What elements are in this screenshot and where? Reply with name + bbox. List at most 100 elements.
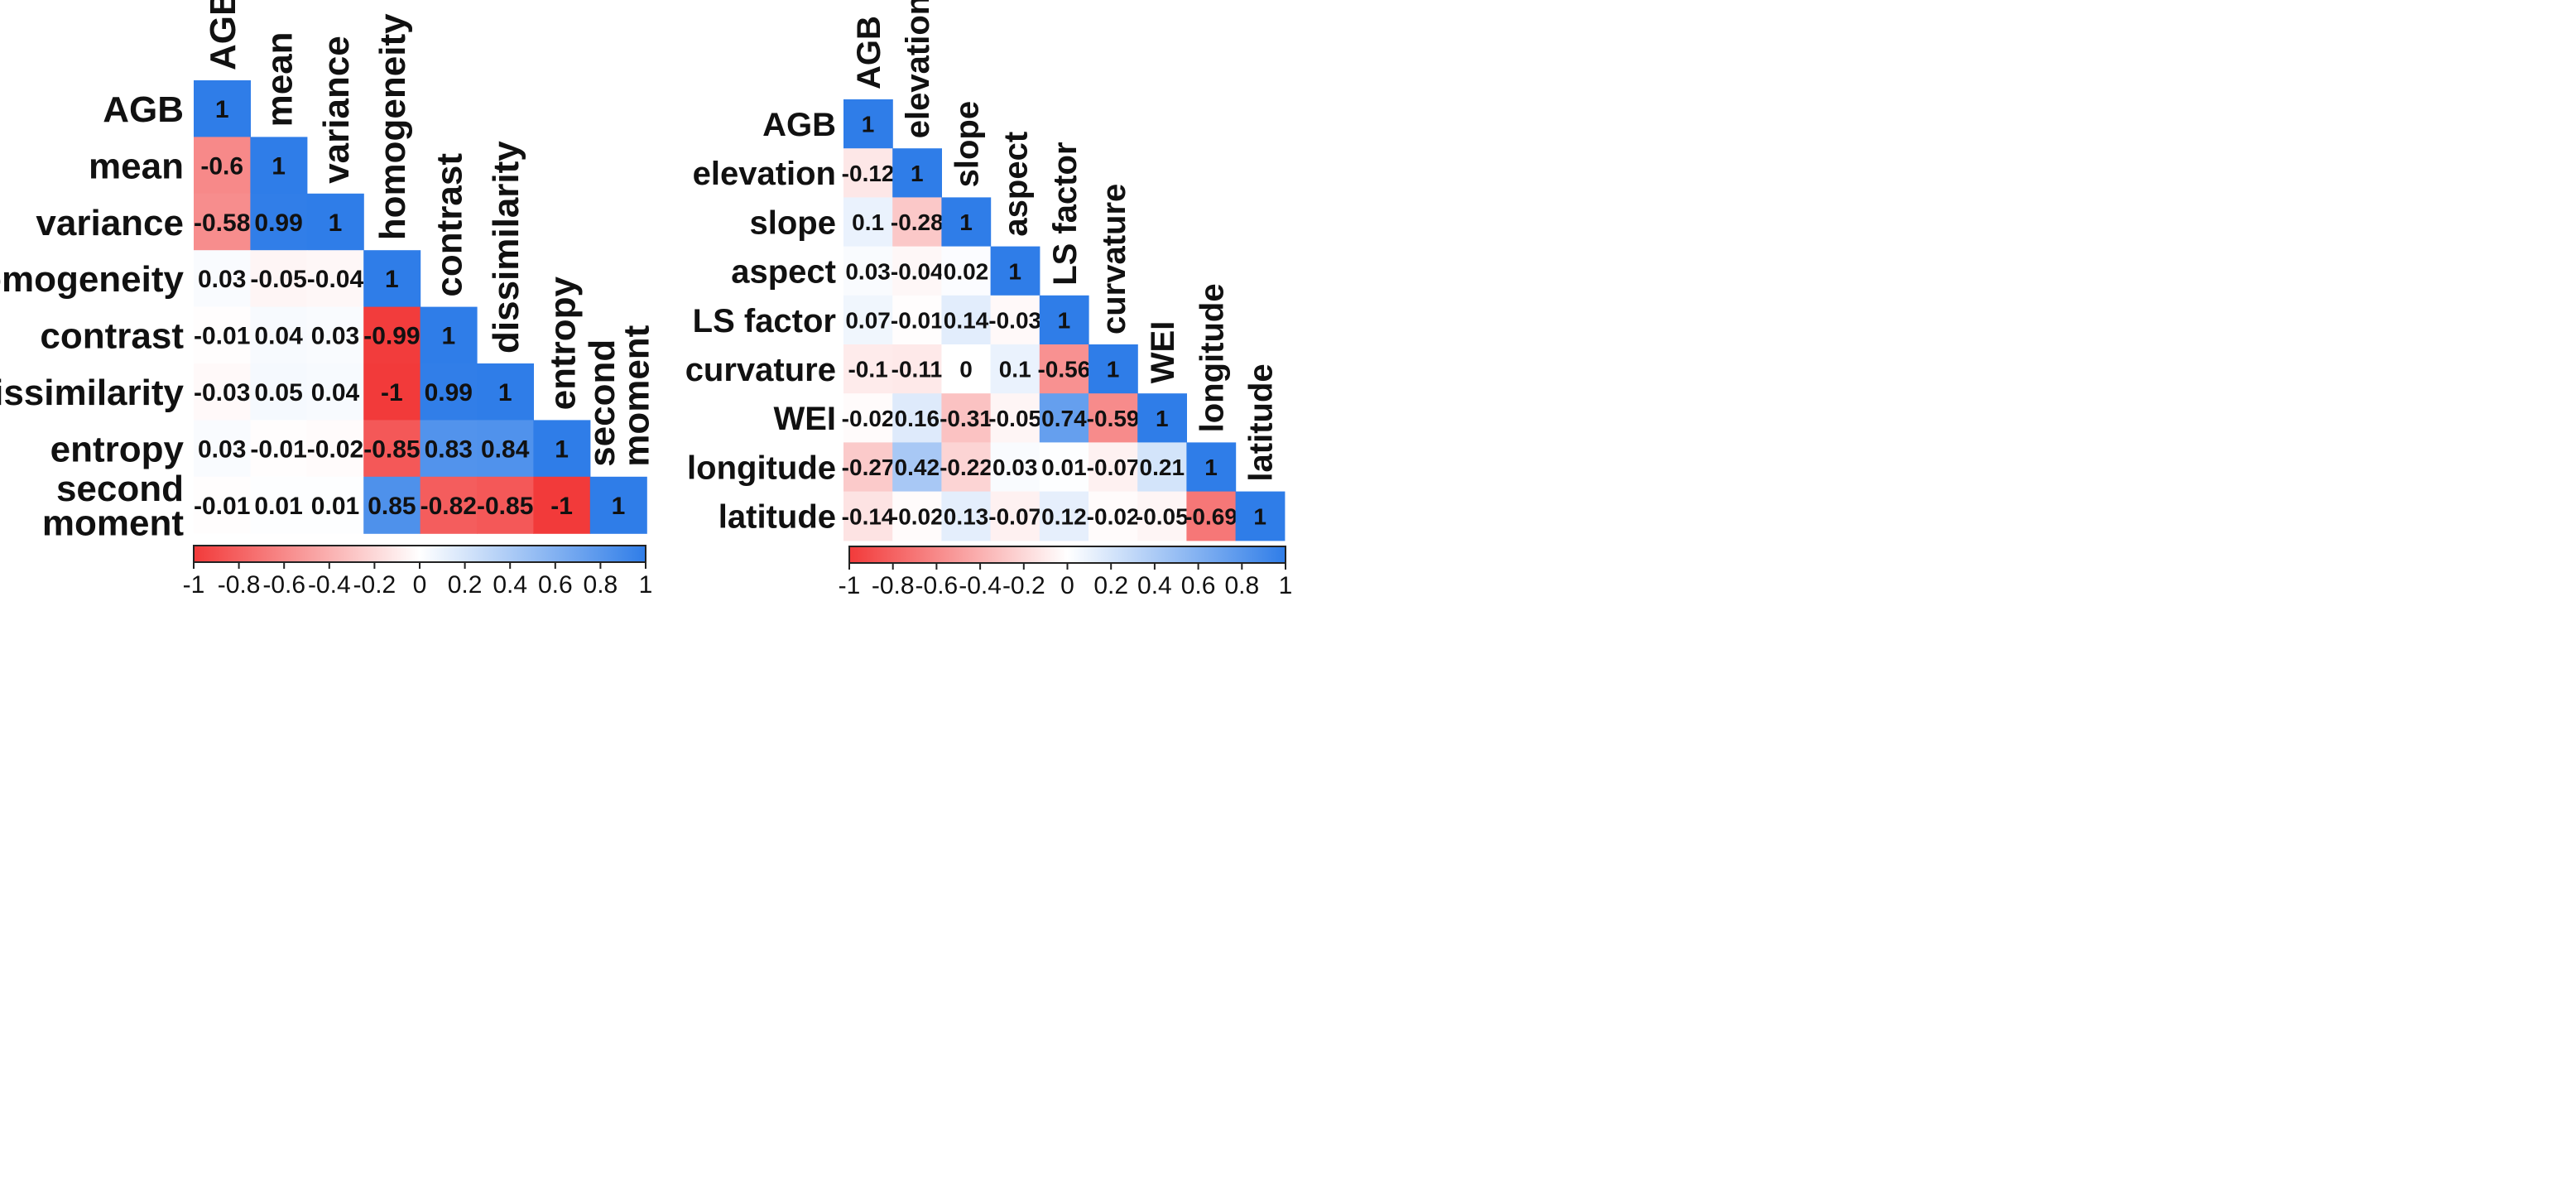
colorbar-tick-label: -0.4	[959, 572, 1002, 599]
colorbar-tick-label: 0.6	[538, 571, 573, 599]
column-label: aspect	[998, 132, 1035, 237]
heatmap-cell	[892, 246, 942, 296]
cell-value-label: 0.99	[254, 209, 302, 237]
cell-value-label: -0.01	[194, 493, 250, 520]
cell-value-label: 1	[1253, 503, 1266, 529]
colorbar	[848, 546, 1286, 564]
colorbar-tick-label: -0.6	[262, 571, 305, 599]
heatmap-cell	[990, 491, 1040, 541]
heatmap-cell	[250, 476, 308, 534]
column-label: secondmoment	[582, 325, 657, 466]
heatmap-cell	[892, 491, 942, 541]
colorbar-tick-label: 0	[413, 571, 427, 599]
cell-value-label: 0.42	[895, 455, 940, 480]
cell-value-label: -0.82	[421, 493, 477, 520]
row-label: mean	[89, 146, 184, 186]
cell-value-label: 1	[441, 323, 455, 350]
heatmap-cell	[363, 363, 421, 421]
cell-value-label: 1	[1107, 357, 1120, 382]
cell-value-label: 0.03	[198, 435, 246, 463]
heatmap-cell	[194, 137, 251, 195]
colorbar-tick-label: 0.6	[1181, 572, 1216, 599]
cell-value-label: -0.02	[842, 406, 895, 431]
cell-value-label: 0.84	[481, 435, 530, 463]
heatmap-2: 1-0.12 10.1 -0.28 10.03 -0.04 0.02 10.07 -0.01 0…	[685, 0, 1293, 599]
heatmap-cell	[589, 476, 647, 534]
column-label: elevation	[900, 0, 936, 138]
cell-value-label: 0	[959, 357, 973, 382]
cell-value-label: -0.05	[250, 266, 306, 293]
heatmap-cell	[990, 393, 1040, 443]
cell-value-label: -0.02	[891, 503, 944, 529]
cell-value-label: 0.99	[425, 379, 473, 406]
colorbar-tick-label: -0.6	[916, 572, 959, 599]
column-label: slope	[949, 101, 985, 187]
column-label: AGB	[203, 0, 243, 70]
colorbar-tick-label: -1	[839, 572, 861, 599]
row-label: entropy	[50, 429, 185, 469]
heatmap-cell	[306, 363, 364, 421]
cell-value-label: 1	[1156, 406, 1169, 431]
cell-value-label: 1	[498, 379, 512, 406]
heatmap-cell	[194, 306, 251, 364]
heatmap-cell	[1089, 442, 1138, 493]
cell-value-label: -0.07	[1087, 455, 1140, 480]
heatmap-cell	[1039, 393, 1089, 443]
cell-value-label: -0.04	[307, 266, 364, 293]
row-label: variance	[36, 203, 184, 243]
cell-value-label: 1	[385, 266, 399, 293]
cell-value-label: -0.07	[988, 503, 1041, 529]
heatmap-cell	[194, 420, 251, 478]
heatmap-cell	[250, 306, 308, 364]
heatmap-cell	[843, 295, 893, 345]
heatmap-cell	[306, 420, 364, 478]
heatmap-cell	[306, 250, 364, 308]
heatmap-cell	[1186, 442, 1237, 493]
cell-value-label: -0.69	[1185, 503, 1238, 529]
cell-value-label: 0.14	[944, 308, 989, 334]
cell-value-label: -0.85	[363, 435, 420, 463]
cell-value-label: -0.02	[307, 435, 363, 463]
heatmap-cell	[477, 420, 534, 478]
heatmap-cell	[363, 306, 421, 364]
heatmap-cell	[533, 476, 591, 534]
cell-value-label: 0.01	[311, 493, 359, 520]
cell-value-label: -0.11	[892, 357, 943, 382]
colorbar-tick-label: 0.8	[584, 571, 618, 599]
heatmap-cell	[194, 250, 251, 308]
heatmap-cell	[306, 306, 364, 364]
cell-value-label: 0.02	[944, 258, 989, 284]
row-label: LS factor	[693, 303, 836, 339]
cell-value-label: 1	[215, 96, 229, 123]
column-label: homogeneity	[372, 13, 413, 240]
heatmap-cell	[990, 246, 1040, 296]
cell-value-label: 0.1	[852, 209, 884, 235]
column-label: variance	[316, 36, 357, 184]
colorbar-tick-label: 0.2	[1093, 572, 1128, 599]
heatmap-cell	[843, 393, 893, 443]
heatmap-cell	[843, 246, 893, 296]
row-label: contrast	[40, 316, 184, 357]
heatmap-cell	[250, 363, 308, 421]
cell-value-label: -0.31	[940, 406, 992, 431]
cell-value-label: -0.58	[194, 209, 250, 237]
heatmap-cell	[990, 295, 1040, 345]
heatmap-cell	[194, 80, 251, 137]
cell-value-label: 0.03	[845, 258, 891, 284]
cell-value-label: -1	[550, 493, 573, 520]
heatmap-cell	[892, 393, 942, 443]
cell-value-label: -0.03	[988, 308, 1041, 334]
colorbar-tick-label: -0.2	[1002, 572, 1045, 599]
heatmap-cell	[1089, 491, 1138, 541]
colorbar-tick-label: 1	[639, 571, 653, 599]
cell-value-label: 0.07	[845, 308, 891, 334]
heatmap-cell	[990, 442, 1040, 493]
heatmap-cell	[533, 420, 591, 478]
heatmap-cell	[941, 197, 992, 248]
heatmap-cell	[892, 197, 942, 248]
colorbar-tick-label: 0.4	[493, 571, 527, 599]
heatmap-cell	[941, 246, 992, 296]
heatmap-cell	[420, 306, 478, 364]
heatmap-cell	[250, 250, 308, 308]
cell-value-label: 1	[272, 152, 286, 180]
